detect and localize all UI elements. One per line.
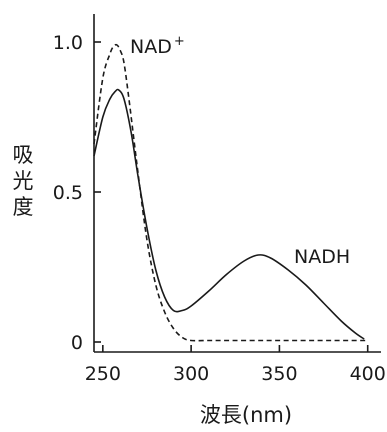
y-ticks: 0 0.5 1.0 — [53, 32, 101, 354]
x-tick-label-250: 250 — [85, 363, 121, 385]
x-tick-label-400: 400 — [350, 363, 386, 385]
y-axis-title-char: 光 — [13, 169, 34, 193]
y-axis-title-char: 度 — [13, 195, 34, 219]
y-tick-label-1: 1.0 — [53, 32, 83, 54]
x-tick-label-350: 350 — [261, 363, 297, 385]
y-axis-title: 吸光度 — [13, 143, 34, 219]
series-label-nad-superscript: + — [174, 34, 185, 49]
x-ticks: 250 300 350 400 — [85, 345, 386, 385]
y-axis-title-char: 吸 — [13, 143, 34, 167]
series-label-nad-name: NAD — [130, 36, 172, 58]
x-axis-title: 波長(nm) — [200, 403, 292, 427]
y-tick-label-0: 0 — [71, 332, 83, 354]
series-line-nadh — [93, 88, 365, 340]
series-curves — [93, 43, 368, 342]
x-tick-label-300: 300 — [173, 363, 209, 385]
series-label-nad: NAD + — [130, 34, 185, 58]
series-line-nad — [93, 43, 368, 342]
y-tick-label-0-5: 0.5 — [53, 182, 83, 204]
series-label-nadh: NADH — [294, 246, 350, 268]
